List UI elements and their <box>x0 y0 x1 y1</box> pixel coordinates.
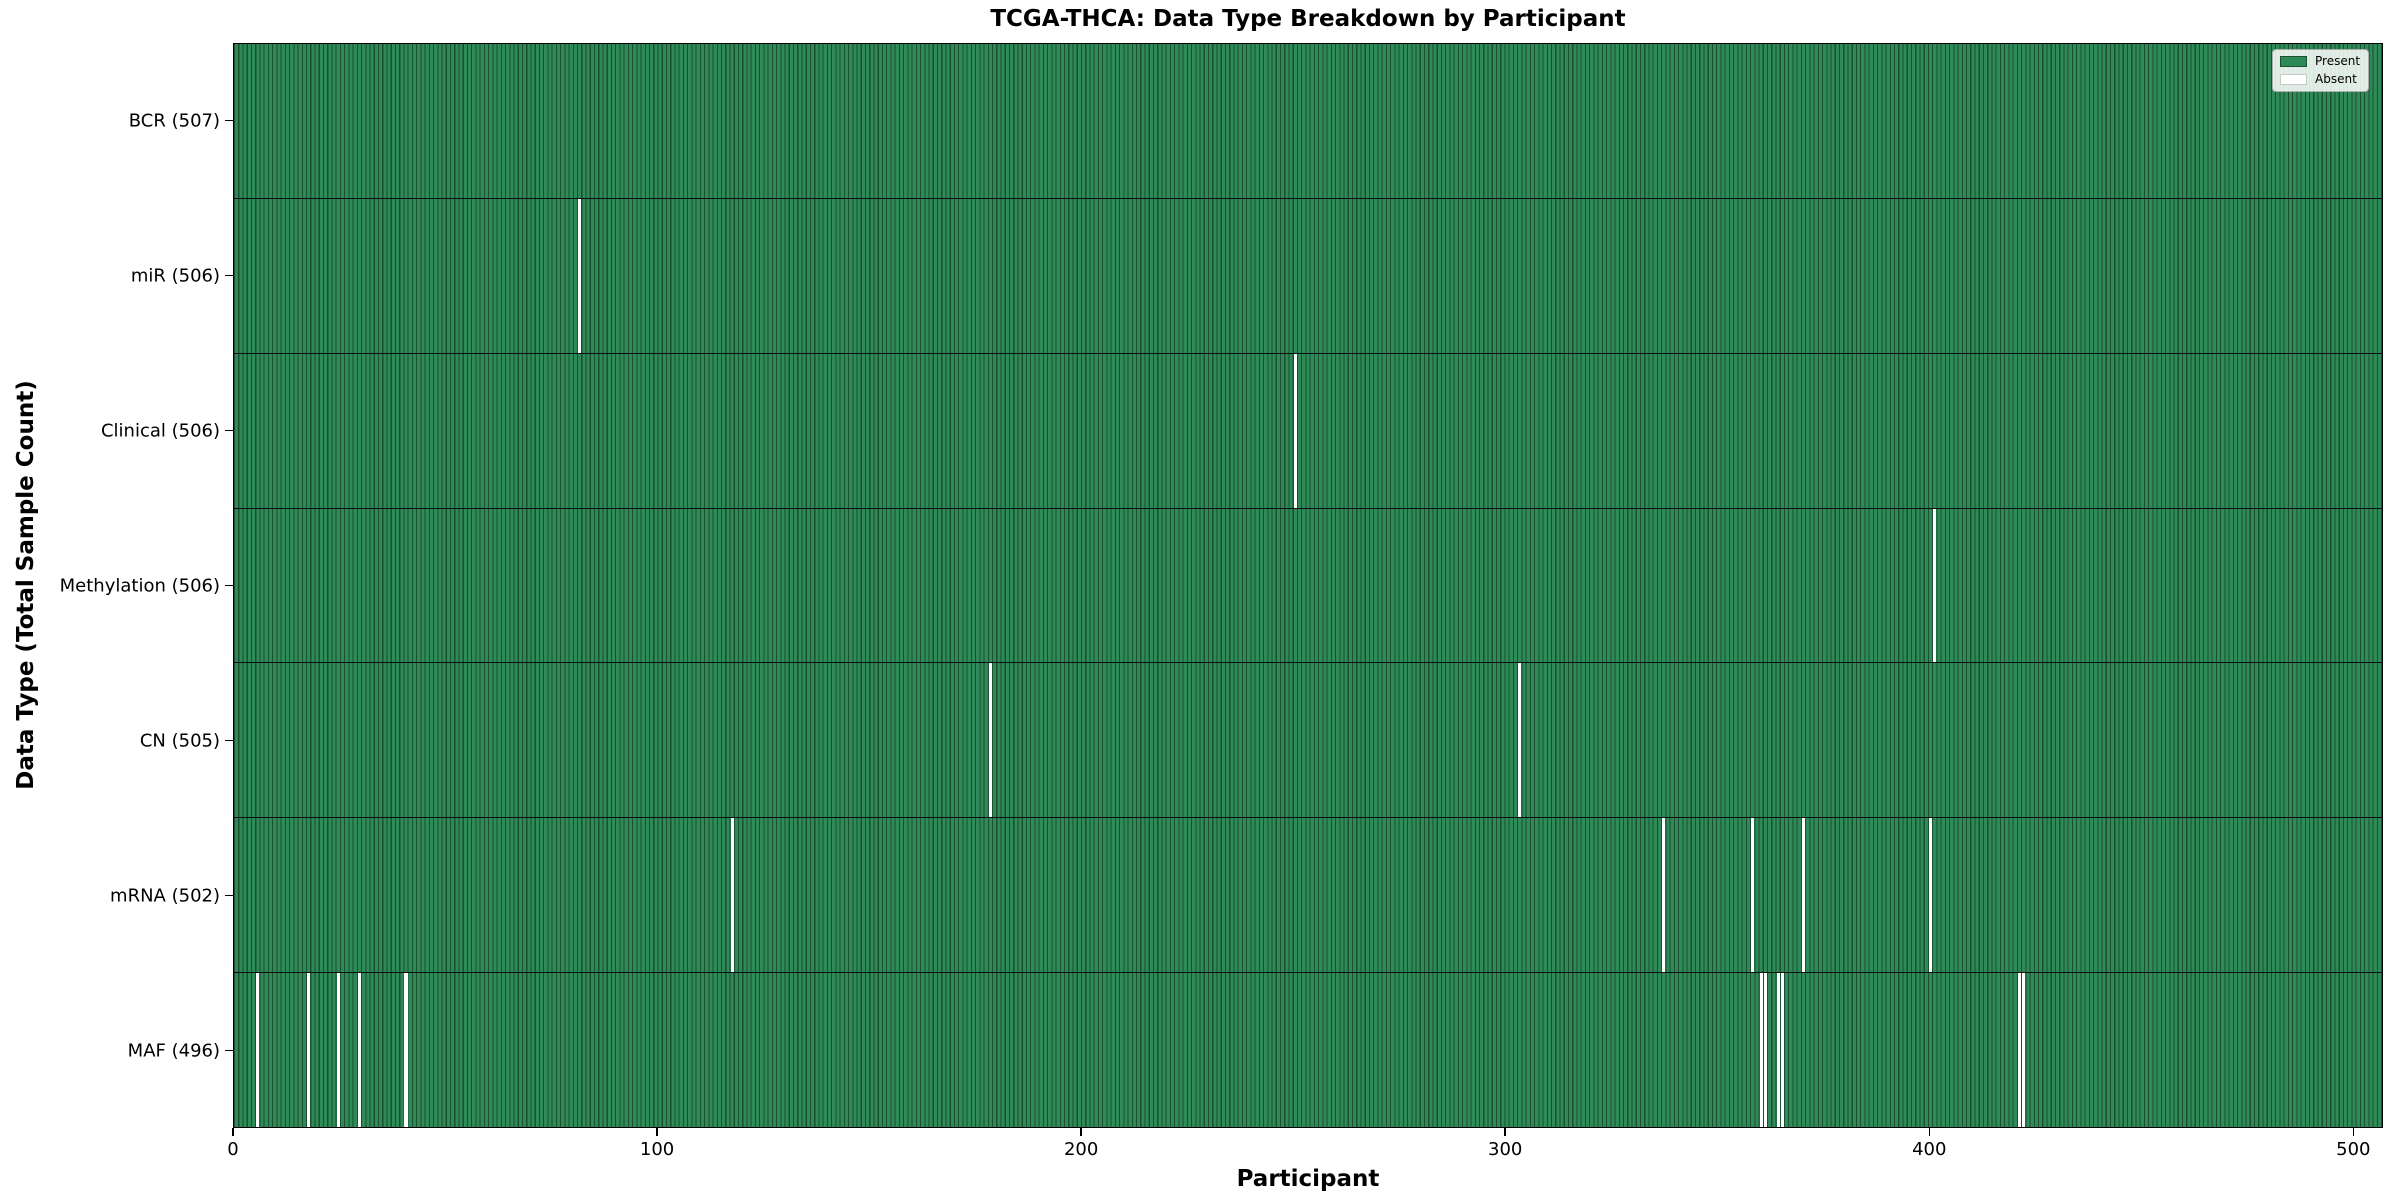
xtick-mark <box>1504 1128 1506 1136</box>
absent-swatch-icon <box>2280 74 2307 85</box>
absent-gap <box>2017 973 2022 1128</box>
ytick-mark <box>225 119 233 122</box>
heatmap-row-MAF <box>234 973 2382 1128</box>
xtick-mark <box>656 1128 658 1136</box>
absent-gap <box>1759 973 1763 1128</box>
plot-area <box>233 43 2383 1128</box>
absent-gap <box>404 973 408 1128</box>
absent-gap <box>730 818 734 973</box>
ytick-label-CN: CN (505) <box>139 730 220 751</box>
ytick-mark <box>225 739 233 742</box>
absent-gap <box>357 973 362 1128</box>
heatmap-row-Methylation <box>234 508 2382 664</box>
xtick-label-200: 200 <box>1063 1139 1099 1160</box>
ytick-label-mRNA: mRNA (502) <box>110 885 220 906</box>
ytick-mark <box>225 584 233 587</box>
ytick-mark <box>225 1049 233 1052</box>
absent-gap <box>1293 353 1297 508</box>
y-axis-label: Data Type (Total Sample Count) <box>13 380 39 790</box>
absent-gap <box>307 973 311 1128</box>
absent-gap <box>1801 818 1806 973</box>
absent-gap <box>1518 663 1522 818</box>
heatmap-row-miR <box>234 198 2382 354</box>
legend-label-absent: Absent <box>2315 72 2357 86</box>
absent-gap <box>1776 973 1780 1128</box>
ytick-label-miR: miR (506) <box>130 265 220 286</box>
xtick-mark <box>2352 1128 2355 1136</box>
xtick-mark <box>1080 1128 1082 1136</box>
heatmap-row-BCR <box>234 44 2382 199</box>
ytick-label-Methylation: Methylation (506) <box>59 575 220 596</box>
absent-gap <box>256 973 260 1128</box>
legend-label-present: Present <box>2315 54 2361 68</box>
absent-gap <box>1933 508 1937 663</box>
ytick-label-MAF: MAF (496) <box>127 1040 220 1061</box>
ytick-label-Clinical: Clinical (506) <box>100 420 220 441</box>
absent-gap <box>1928 818 1933 973</box>
xtick-label-300: 300 <box>1488 1139 1523 1160</box>
xtick-label-500: 500 <box>2336 1139 2371 1160</box>
ytick-mark <box>225 274 233 277</box>
ytick-mark <box>225 894 233 897</box>
absent-gap <box>1662 818 1666 973</box>
heatmap-row-mRNA <box>234 818 2382 974</box>
absent-gap <box>1780 973 1784 1128</box>
xtick-mark <box>232 1128 234 1136</box>
heatmap-row-CN <box>234 663 2382 819</box>
legend-entry-absent: Absent <box>2280 73 2360 86</box>
absent-gap <box>2022 973 2026 1128</box>
chart-title: TCGA-THCA: Data Type Breakdown by Partic… <box>990 6 1626 32</box>
xtick-label-100: 100 <box>639 1139 675 1160</box>
xtick-mark <box>1928 1128 1930 1136</box>
absent-gap <box>336 973 340 1128</box>
xtick-label-0: 0 <box>227 1139 239 1160</box>
absent-gap <box>1763 973 1767 1128</box>
absent-gap <box>1751 818 1755 973</box>
legend-entry-present: Present <box>2280 55 2360 68</box>
present-swatch-icon <box>2280 56 2307 67</box>
x-axis-label: Participant <box>1236 1166 1380 1192</box>
xtick-label-400: 400 <box>1912 1139 1947 1160</box>
absent-gap <box>578 198 582 353</box>
legend: Present Absent <box>2272 49 2370 92</box>
absent-gap <box>988 663 992 818</box>
ytick-mark <box>225 429 233 432</box>
heatmap-row-Clinical <box>234 353 2382 509</box>
ytick-label-BCR: BCR (507) <box>128 110 220 131</box>
